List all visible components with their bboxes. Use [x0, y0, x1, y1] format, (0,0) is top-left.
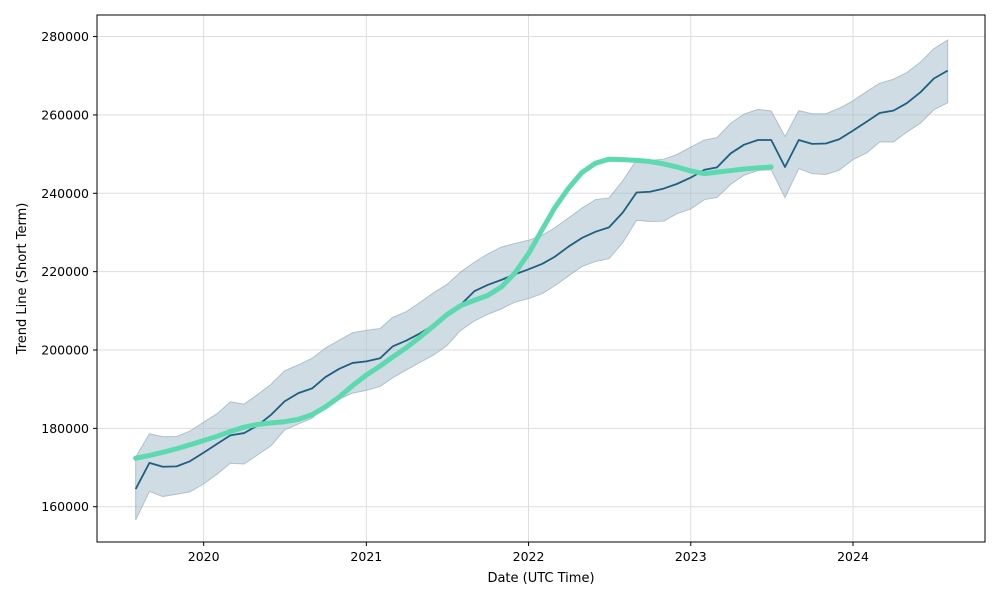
trend-line: [134, 69, 949, 490]
x-tick-label: 2023: [675, 549, 707, 564]
x-tick-label: 2024: [837, 549, 869, 564]
confidence-band: [135, 39, 949, 521]
y-tick-label: 280000: [41, 29, 89, 44]
y-tick-label: 220000: [41, 264, 89, 279]
y-axis-title: Trend Line (Short Term): [15, 203, 30, 356]
x-tick-label: 2022: [513, 549, 545, 564]
y-axis-ticks: 160000 180000 200000 220000 240000 260000 2800…: [41, 29, 97, 514]
smoothed-series: [133, 156, 774, 461]
x-tick-label: 2021: [350, 549, 382, 564]
band-area: [135, 39, 949, 521]
trend-series: [134, 69, 949, 490]
y-tick-label: 160000: [41, 499, 89, 514]
smooth-line: [133, 156, 774, 461]
y-tick-label: 200000: [41, 343, 89, 358]
plot-frame: [96, 14, 986, 543]
y-tick-label: 240000: [41, 186, 89, 201]
x-axis-ticks: 2020 2021 2022 2023 2024: [188, 542, 869, 564]
x-tick-label: 2020: [188, 549, 220, 564]
y-tick-label: 180000: [41, 421, 89, 436]
y-tick-label: 260000: [41, 107, 89, 122]
x-axis-title: Date (UTC Time): [487, 571, 594, 586]
